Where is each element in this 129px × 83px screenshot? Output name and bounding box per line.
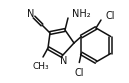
Text: N: N bbox=[27, 9, 35, 19]
Text: NH₂: NH₂ bbox=[72, 9, 91, 19]
Text: Cl: Cl bbox=[105, 11, 115, 21]
Text: Cl: Cl bbox=[75, 67, 84, 78]
Text: N: N bbox=[60, 56, 68, 66]
Text: CH₃: CH₃ bbox=[33, 62, 49, 71]
